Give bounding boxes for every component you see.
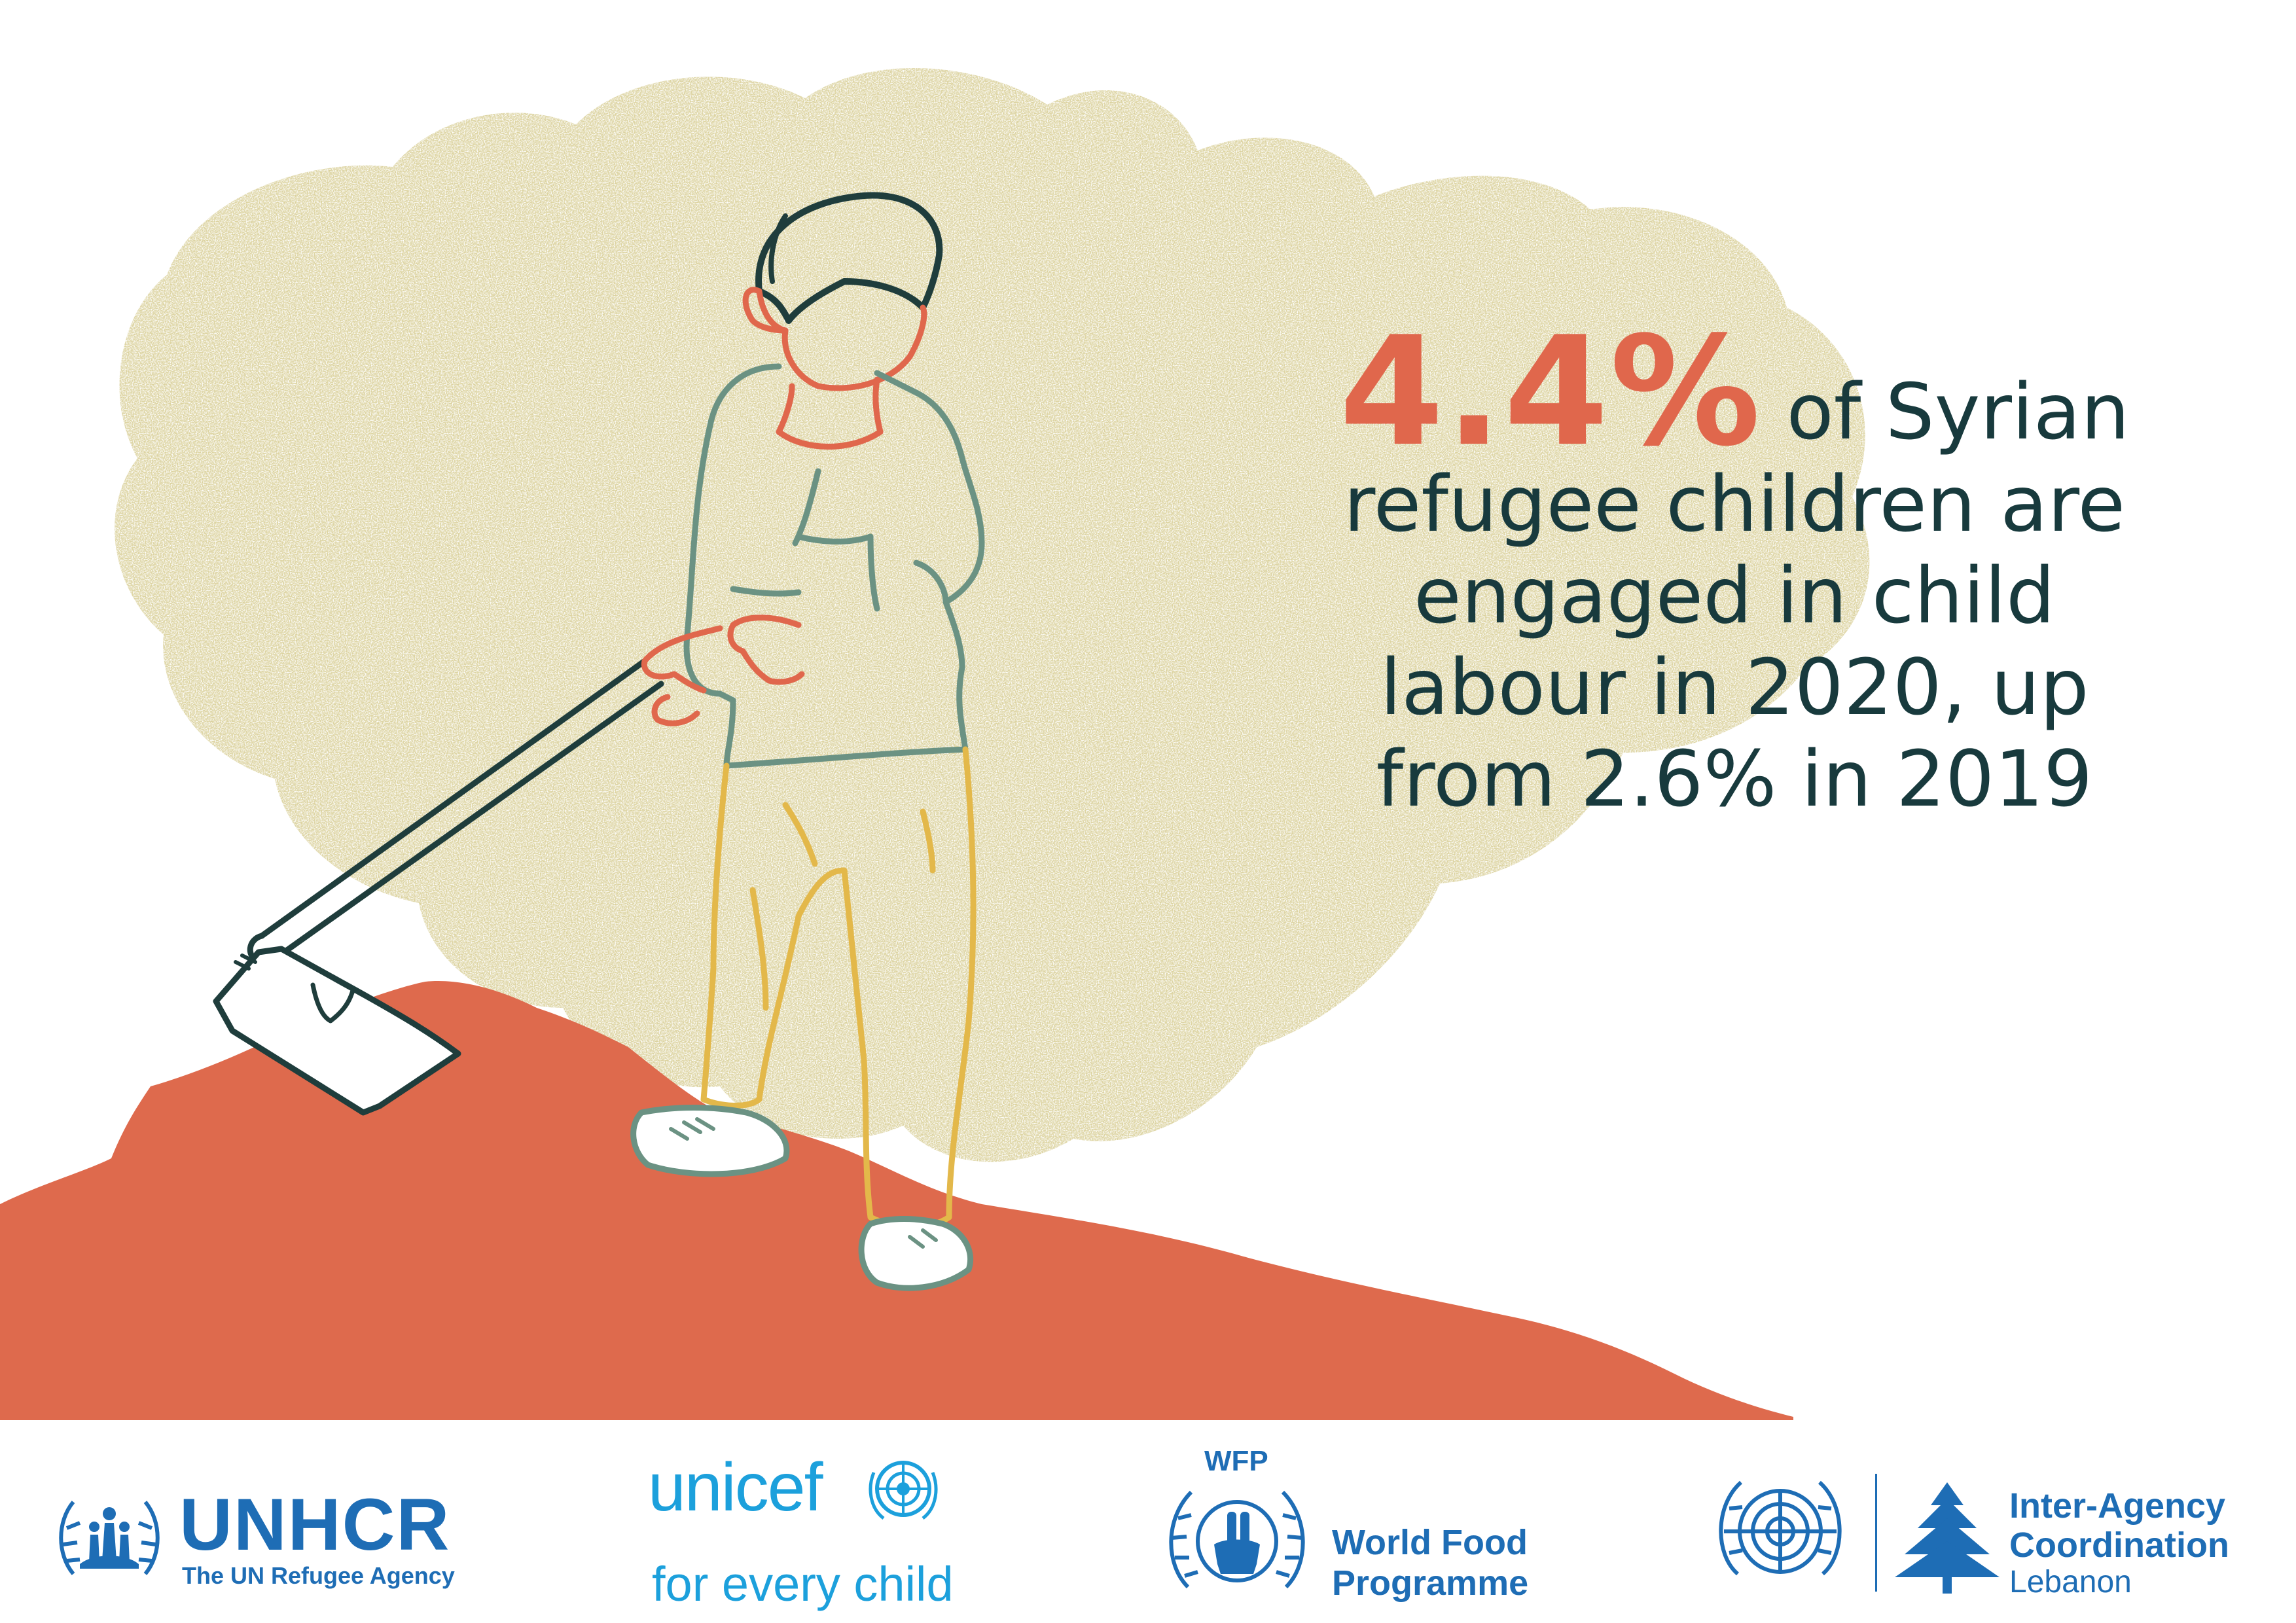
unicef-tagline: for every child [652, 1557, 954, 1611]
ground-hill [0, 981, 1793, 1420]
headline-line-2: refugee children are [1343, 459, 2126, 549]
unicef-name: unicef [648, 1450, 823, 1525]
child-figure [213, 192, 985, 1291]
un-emblem-icon [1719, 1480, 1842, 1576]
unicef-logo: unicef for every child [648, 1450, 962, 1623]
wfp-name-line-1: World Food [1332, 1523, 1528, 1562]
iac-line-3: Lebanon [2009, 1565, 2132, 1599]
background-cloud [115, 67, 1870, 1162]
headline-first-row: 4.4% of Syrian [1257, 317, 2212, 468]
partner-logos-footer: UNHCR The UN Refugee Agency unicef for e… [0, 1420, 2296, 1623]
child-labour-illustration [0, 67, 1870, 1420]
logo-divider [1875, 1474, 1877, 1592]
unhcr-emblem-icon [59, 1501, 160, 1575]
headline-statistic: 4.4% of Syrian refugee children are enga… [1257, 317, 2212, 825]
cedar-tree-icon [1895, 1482, 2000, 1594]
un-globe-icon [869, 1461, 938, 1520]
unhcr-tagline: The UN Refugee Agency [182, 1562, 455, 1589]
headline-percent: 4.4% [1339, 305, 1762, 480]
headline-line-5: from 2.6% in 2019 [1376, 734, 2093, 824]
headline-line-3: engaged in child [1414, 550, 2055, 641]
wfp-acronym: WFP [1204, 1445, 1268, 1477]
inter-agency-logo: Inter-Agency Coordination Lebanon [1715, 1459, 2251, 1603]
unhcr-name: UNHCR [179, 1484, 451, 1565]
iac-line-2: Coordination [2009, 1525, 2229, 1565]
headline-line-4: labour in 2020, up [1380, 642, 2089, 732]
iac-line-1: Inter-Agency [2009, 1486, 2226, 1525]
unhcr-logo: UNHCR The UN Refugee Agency [54, 1482, 459, 1600]
wfp-name-line-2: Programme [1332, 1563, 1529, 1603]
headline-line-1: of Syrian [1786, 366, 2130, 457]
wfp-wreath-icon [1169, 1490, 1305, 1589]
wfp-logo: WFP World Food Programme [1162, 1445, 1529, 1603]
